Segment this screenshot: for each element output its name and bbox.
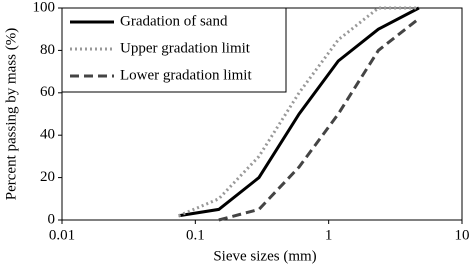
y-tick-label: 20 xyxy=(40,169,55,185)
legend-label: Gradation of sand xyxy=(120,13,228,29)
x-tick-label: 0.01 xyxy=(49,227,75,243)
series-line xyxy=(218,17,420,222)
y-tick-label: 100 xyxy=(33,0,56,15)
x-axis-label: Sieve sizes (mm) xyxy=(213,248,316,264)
y-tick-label: 60 xyxy=(40,84,55,100)
y-tick-label: 40 xyxy=(40,127,55,143)
legend-label: Lower gradation limit xyxy=(120,67,252,83)
y-tick-label: 0 xyxy=(48,211,56,227)
series-line xyxy=(178,6,420,218)
y-tick-label: 80 xyxy=(40,42,55,58)
x-tick-label: 0.1 xyxy=(186,227,205,243)
x-tick-label: 1 xyxy=(325,227,333,243)
y-axis-label: Percent passing by mass (%) xyxy=(3,28,19,200)
x-tick-label: 10 xyxy=(455,227,470,243)
legend-label: Upper gradation limit xyxy=(120,40,251,56)
